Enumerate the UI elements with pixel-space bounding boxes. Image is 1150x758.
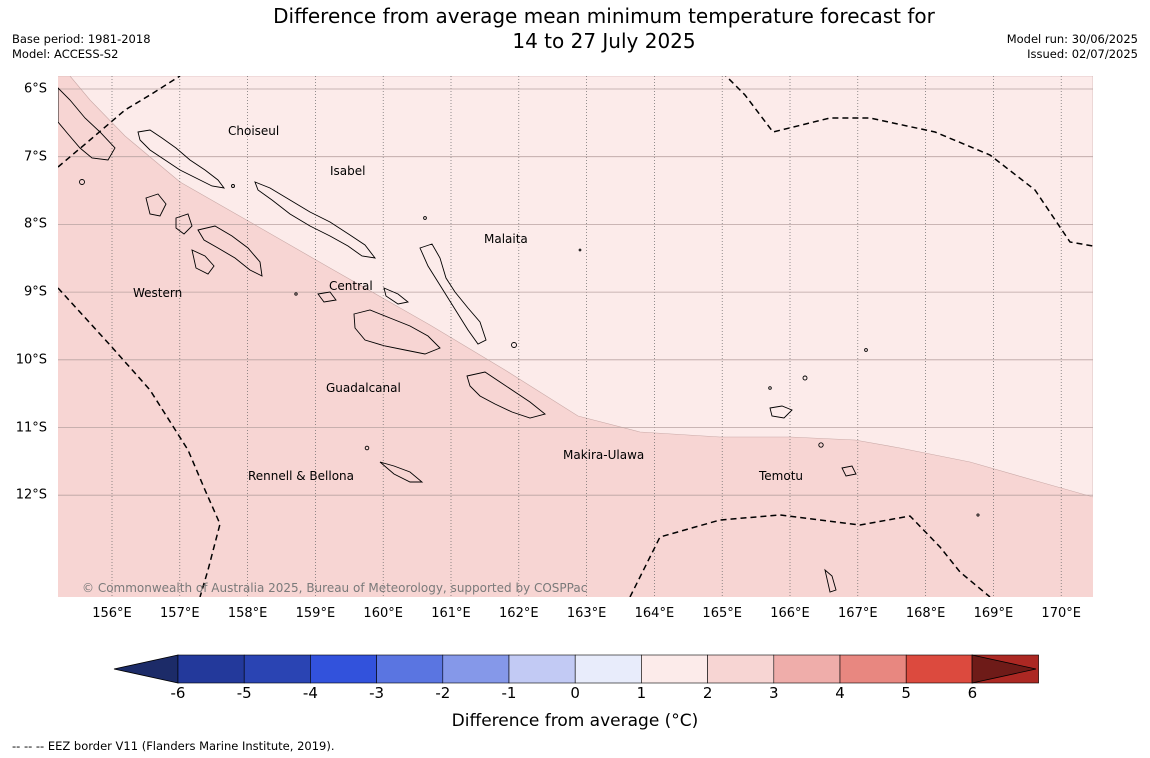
island-malaita bbox=[419, 243, 487, 345]
label-western: Western bbox=[133, 286, 182, 300]
model-name: Model: ACCESS-S2 bbox=[12, 47, 119, 61]
issued-date: Issued: 02/07/2025 bbox=[1027, 47, 1138, 61]
island-newgeorgia-1 bbox=[175, 213, 193, 235]
label-makira: Makira-Ulawa bbox=[563, 448, 644, 462]
lon-label: 158°E bbox=[227, 606, 268, 621]
lon-label: 169°E bbox=[973, 606, 1014, 621]
island-temotu-2 bbox=[841, 465, 857, 477]
colorbar-segment bbox=[707, 654, 775, 684]
region-labels: Choiseul Isabel Malaita Western Central … bbox=[133, 124, 803, 483]
lon-label: 167°E bbox=[838, 606, 878, 621]
colorbar-tick-label: -3 bbox=[369, 684, 385, 702]
lon-label: 168°E bbox=[905, 606, 946, 621]
title-line-1: Difference from average mean minimum tem… bbox=[273, 4, 935, 28]
colorbar-segment bbox=[177, 654, 245, 684]
island-western-1 bbox=[145, 193, 167, 217]
colorbar-tick-label: -1 bbox=[501, 684, 517, 702]
island-choiseul bbox=[137, 129, 226, 189]
label-rennell: Rennell & Bellona bbox=[248, 469, 354, 483]
colorbar-tick-label: -4 bbox=[302, 684, 318, 702]
label-choiseul: Choiseul bbox=[228, 124, 279, 138]
lon-label: 159°E bbox=[295, 606, 336, 621]
colorbar-tick-label: 2 bbox=[702, 684, 713, 702]
colorbar-tick-label: -5 bbox=[236, 684, 252, 702]
meta-right: Model run: 30/06/2025 Issued: 02/07/2025 bbox=[1007, 32, 1138, 62]
colorbar-segment bbox=[905, 654, 973, 684]
lon-label: 157°E bbox=[160, 606, 200, 621]
lat-label: 9°S bbox=[23, 284, 47, 300]
label-isabel: Isabel bbox=[330, 164, 365, 178]
latitude-gridlines bbox=[58, 88, 1093, 496]
island-central-2 bbox=[383, 287, 410, 305]
colorbar-segment bbox=[310, 654, 377, 684]
colorbar-segment bbox=[574, 654, 642, 684]
eez-border bbox=[58, 76, 1093, 597]
label-malaita: Malaita bbox=[484, 232, 528, 246]
colorbar-tick-label: 3 bbox=[769, 684, 779, 702]
anomaly-region-0-to-1 bbox=[58, 76, 1093, 498]
colorbar-segment bbox=[243, 654, 311, 684]
island-central-1 bbox=[317, 291, 337, 303]
lat-label: 11°S bbox=[15, 420, 47, 435]
copyright-notice: © Commonwealth of Australia 2025, Bureau… bbox=[82, 581, 587, 595]
colorbar-title: Difference from average (°C) bbox=[451, 711, 699, 731]
coastlines bbox=[58, 87, 980, 593]
colorbar-tick-label: 4 bbox=[835, 684, 845, 702]
colorbar-over-arrow bbox=[971, 654, 1037, 684]
colorbar-tick-label: -2 bbox=[435, 684, 451, 702]
lon-label: 164°E bbox=[634, 606, 675, 621]
colorbar-segment bbox=[839, 654, 907, 684]
colorbar-segment bbox=[773, 654, 841, 684]
island-makira bbox=[466, 371, 546, 419]
model-run: Model run: 30/06/2025 bbox=[1006, 32, 1138, 46]
eez-footnote: -- -- -- EEZ border V11 (Flanders Marine… bbox=[12, 739, 335, 753]
label-temotu: Temotu bbox=[758, 469, 803, 483]
colorbar-segment bbox=[376, 654, 444, 684]
lon-label: 165°E bbox=[702, 606, 742, 621]
label-guadalcanal: Guadalcanal bbox=[326, 381, 401, 395]
lon-label: 160°E bbox=[363, 606, 403, 621]
lon-label: 163°E bbox=[566, 606, 607, 621]
lon-label: 161°E bbox=[431, 606, 471, 621]
lat-label: 8°S bbox=[23, 216, 47, 232]
colorbar-tick-label: -6 bbox=[170, 684, 186, 702]
chart-title: Difference from average mean minimum tem… bbox=[200, 4, 1008, 54]
lon-label: 162°E bbox=[499, 606, 539, 621]
island-temotu-3 bbox=[824, 568, 837, 593]
lat-label: 12°S bbox=[15, 487, 47, 503]
island-rennell bbox=[379, 461, 424, 483]
base-period: Base period: 1981-2018 bbox=[12, 32, 151, 46]
colorbar-segment bbox=[641, 654, 708, 684]
lon-label: 156°E bbox=[92, 606, 132, 621]
lat-label: 10°S bbox=[15, 352, 47, 368]
island-isabel bbox=[254, 181, 377, 259]
colorbar-tick-label: 1 bbox=[636, 684, 647, 702]
island-western-2 bbox=[191, 249, 215, 275]
lon-label: 170°E bbox=[1041, 606, 1081, 621]
colorbar-tick-label: 6 bbox=[967, 684, 978, 702]
colorbar bbox=[113, 654, 1039, 684]
meta-left: Base period: 1981-2018 Model: ACCESS-S2 bbox=[12, 32, 151, 62]
colorbar-segment bbox=[508, 654, 576, 684]
lon-label: 166°E bbox=[770, 606, 810, 621]
island-bougainville bbox=[58, 87, 116, 161]
colorbar-segment bbox=[442, 654, 510, 684]
lat-label: 7°S bbox=[23, 149, 47, 165]
colorbar-tick-label: 5 bbox=[901, 684, 911, 702]
island-newgeorgia-2 bbox=[197, 225, 263, 277]
lat-label: 6°S bbox=[23, 81, 47, 97]
colorbar-under-arrow bbox=[113, 654, 179, 684]
colorbar-tick-label: 0 bbox=[570, 684, 580, 702]
island-guadalcanal bbox=[353, 309, 441, 355]
label-central: Central bbox=[329, 279, 373, 293]
title-line-2: 14 to 27 July 2025 bbox=[512, 29, 696, 53]
island-temotu-1 bbox=[769, 405, 793, 419]
